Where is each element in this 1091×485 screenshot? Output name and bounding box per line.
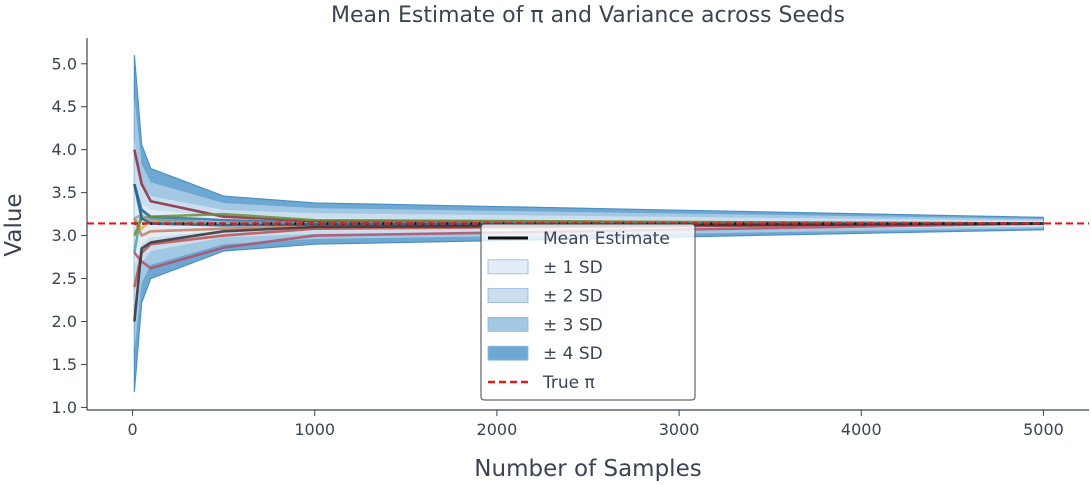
legend-entry: ± 3 SD xyxy=(487,315,603,335)
y-tick-label: 3.0 xyxy=(52,226,77,245)
y-axis-title: Value xyxy=(1,193,27,256)
seed-line-11 xyxy=(133,222,1044,322)
x-axis-ticks: 0 1000 2000 3000 4000 5000 xyxy=(127,410,1064,439)
x-tick-label: 4000 xyxy=(841,420,882,439)
legend-patch-swatch xyxy=(487,316,529,332)
y-tick-label: 4.0 xyxy=(52,140,77,159)
legend-label: Mean Estimate xyxy=(543,229,670,249)
y-tick-label: 1.5 xyxy=(52,355,77,374)
legend-label: ± 3 SD xyxy=(543,315,603,335)
x-axis-title: Number of Samples xyxy=(474,456,701,482)
legend-label: ± 2 SD xyxy=(543,287,603,307)
y-axis-ticks: 1.0 1.5 2.0 2.5 3.0 3.5 4.0 4.5 5.0 xyxy=(52,54,87,417)
y-tick-label: 4.5 xyxy=(52,97,77,116)
y-tick-label: 3.5 xyxy=(52,183,77,202)
legend-frame xyxy=(480,223,696,401)
chart-title: Mean Estimate of π and Variance across S… xyxy=(331,3,845,28)
legend-patch-swatch xyxy=(487,259,529,275)
legend-patch-swatch xyxy=(487,345,529,361)
x-tick-label: 5000 xyxy=(1023,420,1064,439)
y-tick-label: 1.0 xyxy=(52,398,77,417)
x-tick-label: 2000 xyxy=(477,420,518,439)
legend-entry: True π xyxy=(488,373,595,393)
legend-entry: Mean Estimate xyxy=(488,229,670,249)
x-tick-label: 0 xyxy=(127,420,137,439)
legend: Mean Estimate ± 1 SD ± 2 SD ± 3 SD ± 4 SD Tru… xyxy=(480,223,696,401)
seed-line-8 xyxy=(133,212,1044,237)
x-tick-label: 3000 xyxy=(659,420,700,439)
x-tick-label: 1000 xyxy=(294,420,335,439)
legend-patch-swatch xyxy=(487,288,529,304)
legend-label: ± 1 SD xyxy=(543,258,603,278)
legend-label: True π xyxy=(542,373,595,393)
y-tick-label: 2.0 xyxy=(52,312,77,331)
y-tick-label: 5.0 xyxy=(52,54,77,73)
legend-entry: ± 2 SD xyxy=(487,287,603,307)
legend-label: ± 4 SD xyxy=(543,344,603,364)
y-tick-label: 2.5 xyxy=(52,269,77,288)
legend-entry: ± 1 SD xyxy=(487,258,603,278)
legend-entry: ± 4 SD xyxy=(487,344,603,364)
